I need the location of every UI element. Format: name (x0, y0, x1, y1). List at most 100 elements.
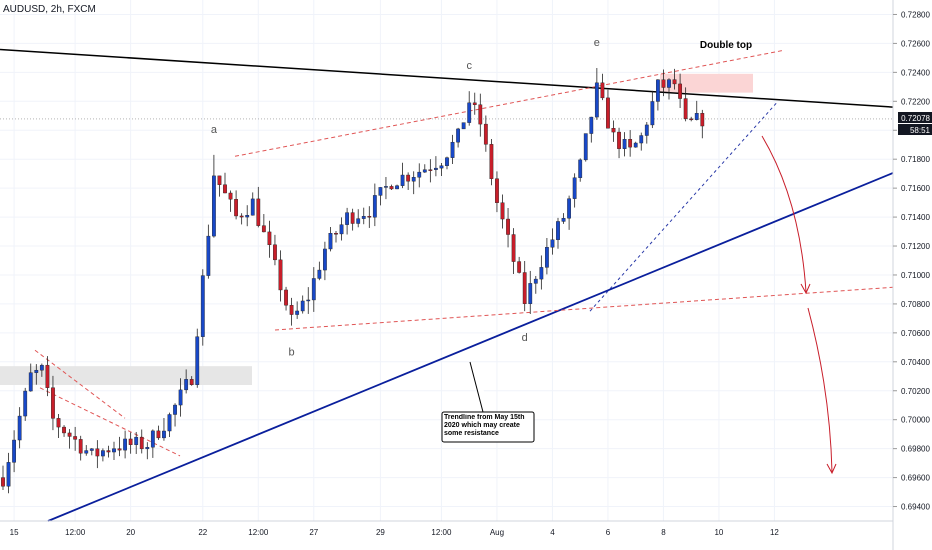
candle-body (389, 186, 394, 190)
candle-body (78, 439, 83, 454)
price-tick-label: 0.69800 (901, 445, 930, 454)
candle-body (567, 198, 572, 219)
candle-body (239, 215, 244, 218)
candle-body (223, 184, 227, 194)
candle-body (678, 83, 683, 99)
time-tick-label: 10 (714, 528, 723, 537)
candle-body (328, 233, 333, 250)
candle-body (578, 159, 583, 178)
arrow-head-1 (800, 283, 811, 295)
candle-body (284, 289, 288, 306)
candle-body (178, 389, 183, 406)
time-tick-label: 20 (126, 528, 135, 537)
candle-body (511, 234, 516, 262)
double-top-label: Double top (700, 40, 752, 51)
candle-body (73, 436, 78, 440)
candle-body (500, 202, 505, 220)
candle-body (6, 462, 11, 487)
support-zone (0, 366, 252, 385)
price-tick-label: 0.70000 (901, 416, 930, 425)
price-tick-label: 0.71200 (901, 242, 930, 251)
candle-body (67, 432, 72, 437)
candle-body (17, 415, 22, 441)
candle-body (261, 225, 266, 233)
candle-body (356, 218, 361, 224)
lower-channel (274, 286, 894, 331)
wave-label-b: b (289, 347, 295, 359)
candle-body (306, 299, 311, 302)
candle-body (217, 175, 222, 185)
candle-body (323, 248, 327, 271)
candle-body (62, 426, 66, 434)
time-tick-label: 29 (376, 528, 385, 537)
candle-body (367, 216, 372, 218)
candle-body (295, 310, 300, 315)
wave-label-a: a (211, 124, 218, 136)
candle-body (683, 98, 688, 120)
candle-body (528, 283, 533, 304)
resistance-line (0, 48, 894, 108)
time-tick-label: 6 (606, 528, 611, 537)
candle-body (628, 139, 633, 148)
candle-body (12, 439, 16, 463)
price-tick-label: 0.70600 (901, 329, 930, 338)
candle-body (611, 128, 616, 133)
candle-body (689, 118, 694, 121)
candle-body (545, 247, 549, 268)
candle-body (456, 128, 460, 143)
candle-body (417, 171, 422, 178)
candle-body (23, 390, 28, 417)
arrow-head-2 (826, 463, 837, 475)
time-tick-label: 22 (198, 528, 207, 537)
trendline-may (47, 172, 894, 522)
candle-body (450, 141, 455, 158)
candle-body (145, 447, 150, 450)
candle-body (411, 177, 416, 182)
candle-body (128, 438, 133, 445)
candle-body (100, 450, 105, 457)
candle-body (667, 79, 671, 88)
candle-body (589, 116, 594, 134)
price-axis: 0.728000.726000.724000.722000.720000.718… (892, 0, 930, 550)
time-tick-label: 15 (10, 528, 19, 537)
price-tick-label: 0.70200 (901, 387, 930, 396)
candle-body (34, 369, 39, 373)
candle-body (84, 450, 89, 454)
candle-body (162, 430, 166, 439)
time-tick-label: Aug (490, 528, 504, 537)
price-tick-label: 0.71600 (901, 184, 930, 193)
wave-label-e: e (594, 37, 600, 49)
candle-body (95, 448, 100, 457)
candle-body (112, 448, 116, 453)
candle-body (400, 174, 405, 186)
candle-body (572, 177, 577, 199)
candle-body (278, 259, 283, 291)
candle-body (89, 448, 94, 451)
candle-body (311, 278, 316, 301)
candle-body (245, 215, 250, 218)
candle-body (395, 185, 399, 190)
candle-body (150, 430, 155, 448)
price-tick-label: 0.72600 (901, 39, 930, 48)
candle-body (273, 244, 277, 261)
candle-body (617, 131, 621, 149)
candle-body (206, 235, 211, 276)
candle-body (489, 144, 494, 179)
time-tick-label: 8 (661, 528, 666, 537)
wave-label-c: c (466, 60, 472, 72)
candle-body (334, 233, 338, 235)
current-price-label: 0.72078 (901, 114, 930, 123)
candle-body (672, 79, 677, 85)
drawn-lines (0, 48, 894, 522)
candle-body (256, 198, 261, 226)
symbol-title: AUDUSD, 2h, FXCM (3, 4, 96, 15)
time-tick-label: 4 (550, 528, 555, 537)
candle-body (539, 267, 544, 280)
candle-body (289, 305, 294, 315)
candle-body (622, 139, 627, 149)
arrow-down-1 (761, 135, 807, 293)
candle-body (650, 101, 655, 126)
candle-body (434, 167, 438, 170)
